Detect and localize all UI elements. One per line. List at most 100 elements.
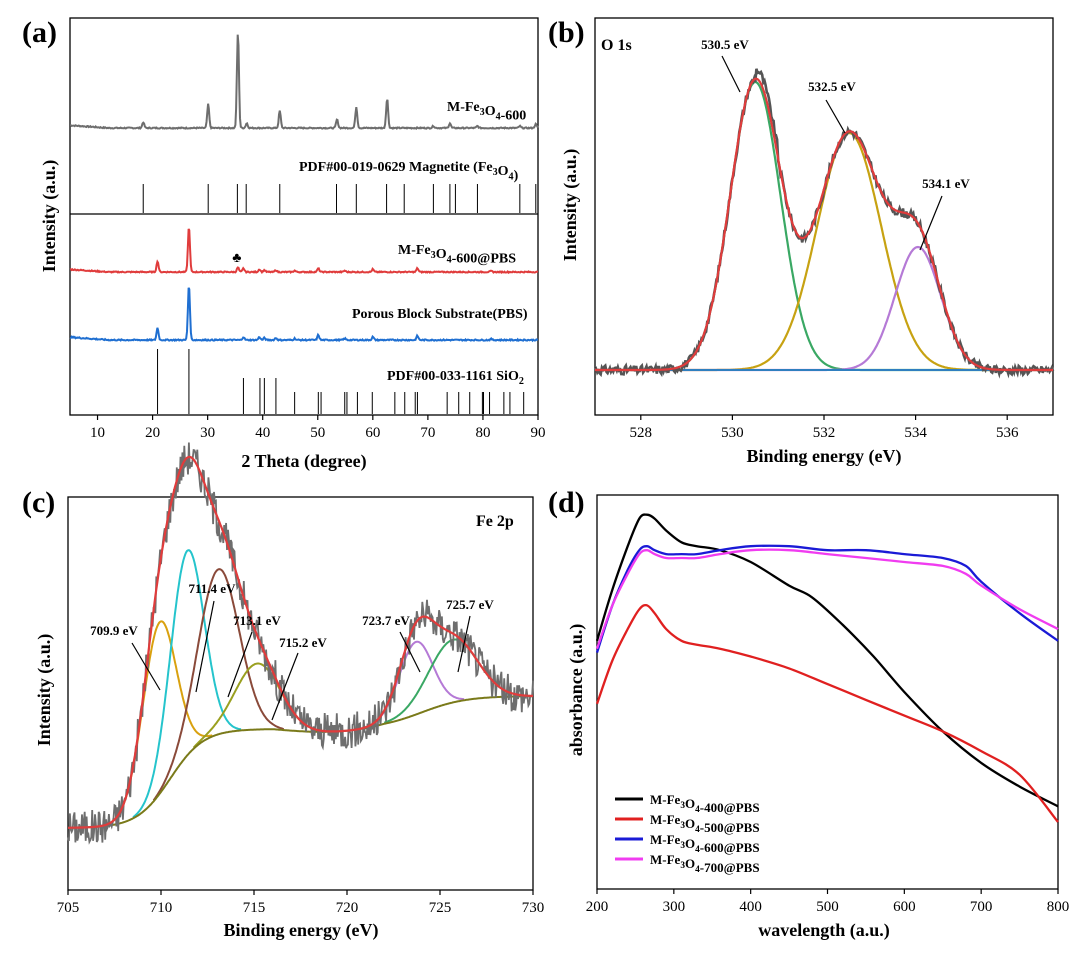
formula-subscript: 4 — [695, 805, 700, 815]
formula-text: -700@PBS — [700, 860, 760, 875]
formula-text: M-Fe — [650, 812, 681, 827]
x-tick-label: 30 — [200, 425, 215, 441]
club-marker: ♣ — [232, 251, 241, 266]
xrd-trace-pbs — [69, 287, 539, 343]
legend-label: M-Fe3O4-600@PBS — [650, 832, 760, 855]
x-tick-label: 40 — [255, 425, 270, 441]
peak-annotation: 709.9 eV — [90, 623, 138, 638]
annotation-arrow — [195, 600, 215, 693]
formula-subscript: 4 — [695, 845, 700, 855]
fit-envelope — [68, 455, 534, 829]
peak-annotation: 715.2 eV — [279, 635, 327, 650]
x-tick-label: 532 — [813, 425, 836, 441]
annotation-arrow — [399, 631, 421, 673]
panel-label: (b) — [548, 16, 585, 49]
xrd-trace-m-fe3o4-600-pbs — [69, 228, 539, 275]
panel-c: 705 710 715 720 725 730 (c) Fe 2p Binding energy… — [22, 442, 545, 941]
x-tick-label: 715 — [243, 900, 266, 916]
peak-annotation: 530.5 eV — [701, 37, 749, 52]
x-tick-label: 600 — [893, 899, 916, 915]
x-tick-label: 400 — [739, 899, 762, 915]
trace-label-magnetite-pdf: PDF#00-019-0629 Magnetite (Fe3O4) — [299, 160, 519, 183]
formula-subscript: 3 — [480, 107, 485, 118]
y-axis-label: absorbance (a.u.) — [566, 624, 587, 757]
x-tick-label: 720 — [336, 900, 359, 916]
y-axis-label: Intensity (a.u.) — [34, 634, 55, 747]
panel-title: Fe 2p — [476, 513, 514, 530]
formula-text: O — [498, 164, 509, 179]
annotation-arrow — [919, 195, 943, 251]
x-tick-label: 500 — [816, 899, 839, 915]
panel-b: 528 530 532 534 536 (b) O 1s Binding energy (eV… — [548, 16, 1055, 467]
peak-annotation: 534.1 eV — [922, 176, 970, 191]
peak-annotation: 713.1 eV — [233, 613, 281, 628]
formula-text: ) — [514, 168, 519, 183]
formula-text: -400@PBS — [700, 800, 760, 815]
panel-a: 10 20 30 40 50 60 70 80 90 (a) 2 Theta (degree) Int… — [22, 16, 546, 472]
y-axis-label: Intensity (a.u.) — [560, 149, 581, 262]
formula-subscript: 3 — [680, 801, 685, 811]
formula-text: M-Fe — [650, 792, 681, 807]
formula-subscript: 3 — [680, 841, 685, 851]
formula-subscript: 4 — [496, 111, 501, 122]
x-axis-label: Binding energy (eV) — [224, 920, 379, 941]
formula-subscript: 3 — [680, 861, 685, 871]
panel-label: (c) — [22, 486, 55, 519]
x-tick-label: 80 — [475, 425, 490, 441]
formula-subscript: 4 — [447, 254, 452, 265]
formula-subscript: 3 — [680, 821, 685, 831]
x-tick-label: 60 — [365, 425, 380, 441]
x-axis-label: wavelength (a.u.) — [758, 920, 890, 941]
panel-label: (a) — [22, 16, 57, 49]
annotation-arrow — [131, 642, 161, 691]
series-line — [595, 603, 1059, 823]
formula-text: -600@PBS — [700, 840, 760, 855]
component-peak — [595, 131, 1053, 372]
series-line — [595, 513, 1059, 808]
plot-frame — [69, 17, 539, 416]
series-line — [595, 544, 1059, 653]
formula-text: O — [685, 816, 695, 831]
trace-label-pbs: Porous Block Substrate(PBS) — [352, 307, 528, 322]
formula-subscript: 4 — [509, 171, 514, 182]
panel-d: 200 300 400 500 600 700 800 (d) wavelength (a.u.… — [548, 486, 1069, 941]
formula-subscript: 3 — [431, 250, 436, 261]
formula-text: M-Fe — [650, 832, 681, 847]
x-tick-label: 725 — [429, 900, 452, 916]
y-axis-label: Intensity (a.u.) — [39, 160, 60, 273]
formula-text: PDF#00-019-0629 Magnetite (Fe — [299, 160, 493, 175]
formula-text: M-Fe — [650, 852, 681, 867]
component-peak — [595, 80, 1053, 372]
x-tick-label: 200 — [586, 899, 609, 915]
formula-text: -500@PBS — [700, 820, 760, 835]
formula-subscript: 4 — [695, 865, 700, 875]
x-tick-label: 300 — [663, 899, 686, 915]
x-tick-label: 536 — [996, 425, 1019, 441]
trace-label-m-fe3o4-600-pbs: M-Fe3O4-600@PBS — [398, 243, 516, 266]
x-tick-label: 20 — [145, 425, 160, 441]
panel-label: (d) — [548, 486, 585, 519]
annotation-arrow — [457, 615, 471, 673]
x-tick-label: 10 — [90, 425, 105, 441]
formula-text: O — [685, 796, 695, 811]
plot-frame — [67, 496, 534, 891]
x-tick-label: 800 — [1047, 899, 1070, 915]
formula-subscript: 4 — [695, 825, 700, 835]
peak-annotation: 725.7 eV — [446, 597, 494, 612]
x-tick-label: 528 — [630, 425, 653, 441]
formula-text: O — [436, 247, 447, 262]
fit-envelope — [595, 77, 1053, 372]
x-tick-label: 710 — [150, 900, 173, 916]
formula-subscript: 2 — [519, 376, 524, 387]
x-tick-label: 730 — [522, 900, 545, 916]
formula-text: O — [685, 856, 695, 871]
raw-spectrum — [593, 68, 1055, 379]
x-tick-label: 530 — [721, 425, 744, 441]
trace-label-sio2-pdf: PDF#00-033-1161 SiO2 — [387, 369, 524, 387]
x-axis-label: Binding energy (eV) — [747, 446, 902, 467]
x-tick-label: 50 — [310, 425, 325, 441]
x-tick-label: 534 — [904, 425, 927, 441]
peak-annotation: 723.7 eV — [362, 613, 410, 628]
x-axis-label: 2 Theta (degree) — [241, 451, 366, 472]
panel-title: O 1s — [601, 37, 632, 54]
